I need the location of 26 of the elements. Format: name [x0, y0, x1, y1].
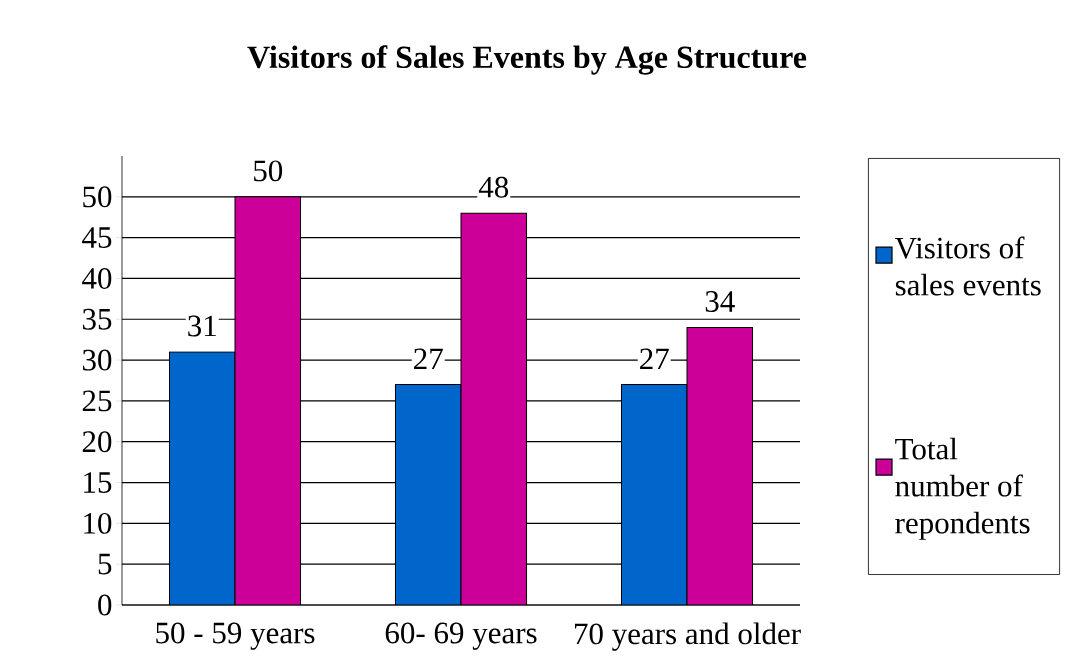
y-tick-label: 45: [82, 227, 112, 248]
data-label: 48: [478, 176, 509, 198]
y-tick-label: 15: [84, 472, 112, 493]
bar: [234, 196, 302, 605]
legend-label: Visitors of sales events: [894, 236, 1041, 296]
y-tick-label: 40: [82, 267, 112, 289]
y-tick-label: 0: [98, 594, 112, 616]
x-tick-label: 60- 69 years: [385, 622, 537, 650]
y-tick-label: 5: [98, 553, 112, 575]
data-label: 27: [414, 348, 443, 370]
y-tick-label: 30: [82, 349, 112, 371]
bar: [460, 212, 528, 605]
y-tick-label: 50: [83, 186, 112, 208]
y-tick-label: 20: [82, 431, 112, 453]
data-label: 34: [705, 291, 735, 312]
x-tick-label: 70 years and older: [574, 622, 801, 651]
data-label: 50: [254, 160, 283, 182]
y-tick-label: 10: [84, 512, 112, 534]
bar: [686, 326, 754, 605]
y-tick-label: 35: [82, 308, 112, 330]
x-tick-label: 50 - 59 years: [156, 622, 315, 650]
y-tick-label: 25: [82, 390, 112, 412]
chart-title: Visitors of Sales Events by Age Structure: [247, 45, 807, 75]
legend-label: Total number of repondents: [895, 437, 1030, 540]
data-label: 27: [640, 348, 669, 370]
data-label: 31: [188, 315, 216, 337]
